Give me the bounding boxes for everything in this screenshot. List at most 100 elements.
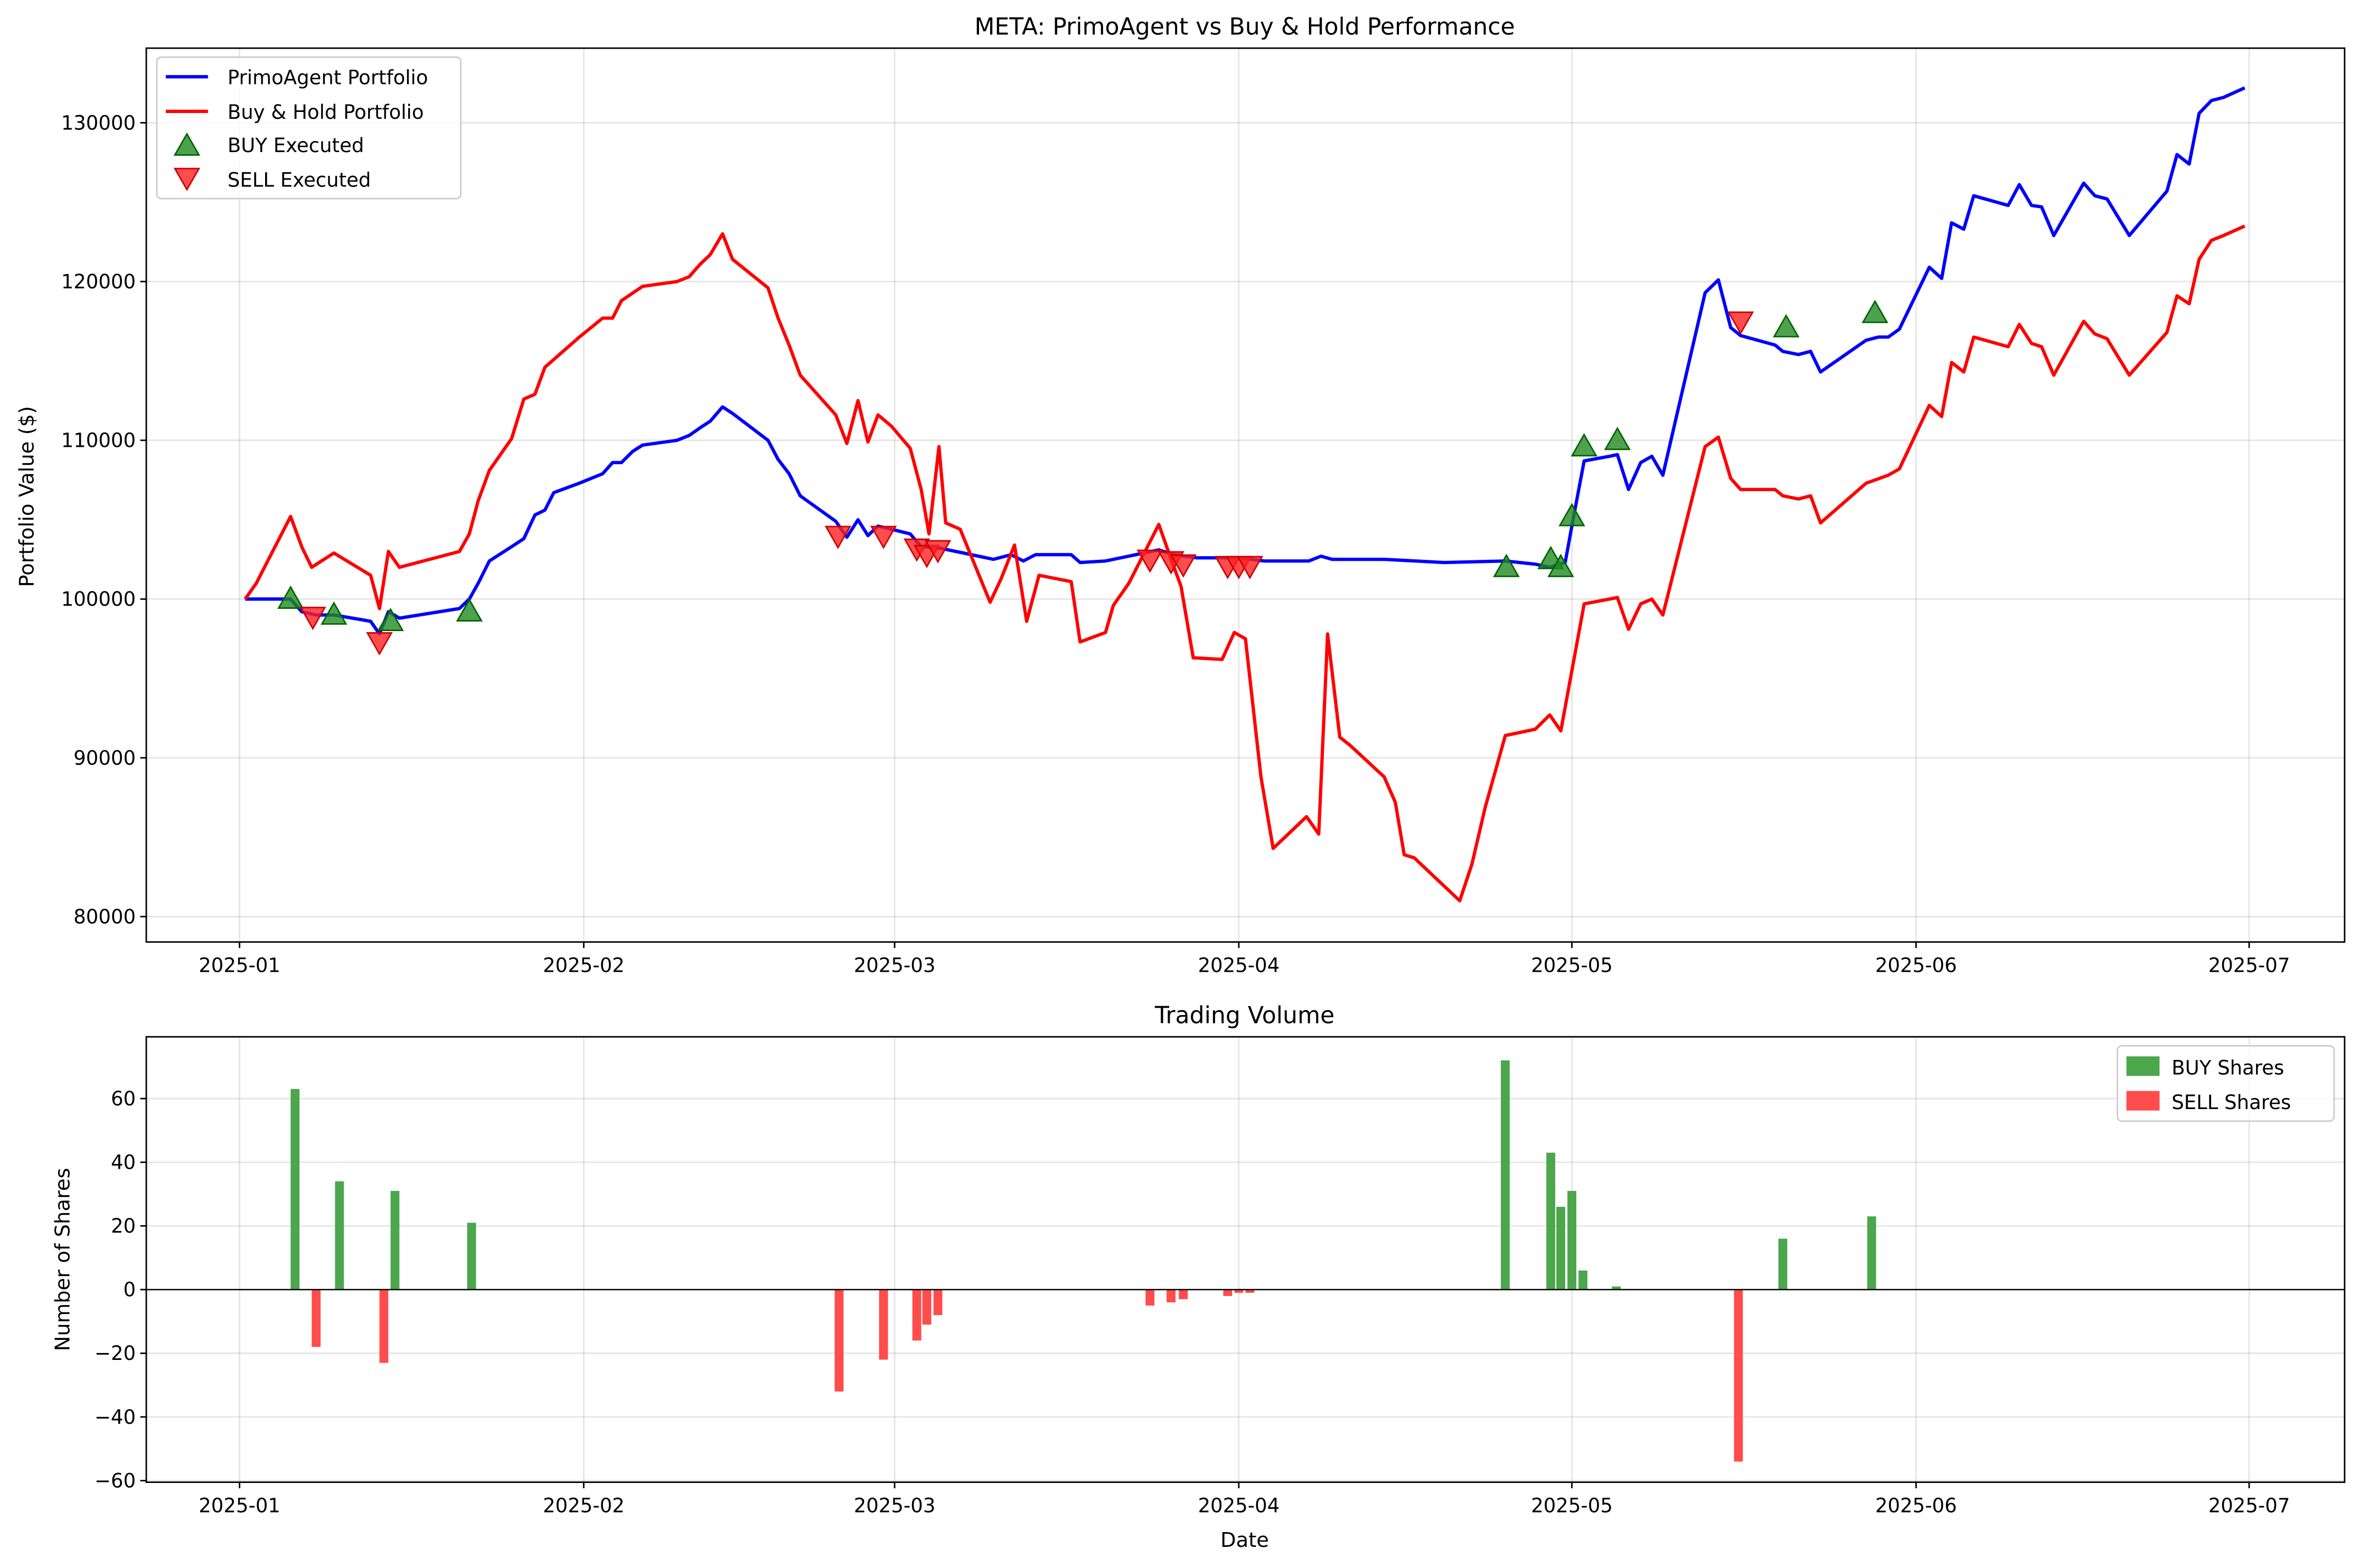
buy-shares-bar: [1778, 1238, 1788, 1290]
sell-shares-bar: [1179, 1289, 1188, 1299]
sell-executed-marker: [366, 632, 393, 656]
buy-executed-marker: [1558, 503, 1585, 527]
legend-primoagent-label: PrimoAgent Portfolio: [228, 67, 428, 89]
volume-title: Trading Volume: [1154, 1002, 1334, 1029]
x-tick-label: 2025-01: [199, 954, 280, 977]
y-tick-label: 40: [111, 1151, 136, 1174]
y-tick-label: −60: [95, 1469, 136, 1492]
y-tick-label: −40: [95, 1406, 136, 1429]
x-tick-label: 2025-07: [2208, 954, 2290, 977]
sell-shares-bar: [834, 1289, 844, 1392]
legend-sell-shares-swatch: [2126, 1091, 2160, 1111]
x-tick-label: 2025-05: [1531, 954, 1613, 977]
buy-shares-bar: [390, 1190, 400, 1290]
buy-executed-marker: [321, 601, 347, 625]
performance-grid: [146, 48, 2345, 942]
x-tick-label: 2025-02: [543, 1495, 625, 1517]
buy-shares-bar: [290, 1089, 300, 1290]
performance-ylabel: Portfolio Value ($): [15, 406, 39, 587]
sell-shares-bar: [1167, 1289, 1176, 1302]
sell-shares-bar: [1734, 1289, 1743, 1462]
y-tick-label: 110000: [61, 429, 136, 452]
volume-legend: BUY Shares SELL Shares: [2117, 1045, 2335, 1122]
x-tick-label: 2025-04: [1198, 1495, 1280, 1517]
buy-executed-marker: [1571, 433, 1597, 457]
y-tick-label: 90000: [73, 747, 136, 769]
sell-executed-marker: [1136, 549, 1163, 573]
legend-buy-marker-icon: [173, 132, 201, 156]
volume-xlabel: Date: [1220, 1528, 1269, 1552]
legend-buy-label: BUY Executed: [228, 134, 364, 157]
buy-shares-bar: [1578, 1270, 1588, 1290]
sell-shares-bar: [1145, 1289, 1155, 1306]
performance-ticks: 2025-01 2025-02 2025-03 2025-04 2025-05 2025-…: [61, 111, 2290, 977]
buy-executed-marker: [1861, 299, 1888, 323]
y-tick-label: 130000: [61, 111, 136, 134]
y-tick-label: −20: [95, 1342, 136, 1365]
buy-shares-bar: [335, 1181, 344, 1290]
buy-executed-marker: [1493, 553, 1520, 577]
legend-frame: [2117, 1045, 2335, 1122]
buy-shares-bar: [1867, 1216, 1876, 1290]
performance-plot-area: [243, 86, 2245, 903]
volume-axes-frame: [145, 1036, 2346, 1484]
sell-executed-marker: [1727, 311, 1754, 335]
volume-ticks: 2025-01 2025-02 2025-03 2025-04 2025-05 2025-…: [95, 1087, 2290, 1517]
volume-ylabel: Number of Shares: [51, 1168, 75, 1351]
sell-executed-marker: [824, 525, 852, 549]
y-tick-label: 60: [111, 1087, 136, 1110]
sell-shares-bar: [879, 1289, 888, 1360]
sell-executed-marker: [924, 540, 952, 564]
buy-executed-marker: [1604, 427, 1631, 450]
sell-shares-bar: [1245, 1289, 1255, 1293]
sell-executed-marker: [1236, 556, 1264, 579]
x-tick-label: 2025-03: [854, 954, 936, 977]
buy-executed-marker: [377, 607, 404, 631]
x-tick-label: 2025-03: [854, 1495, 936, 1517]
performance-axes-frame: [145, 47, 2346, 943]
sell-executed-marker: [1170, 554, 1197, 578]
x-tick-label: 2025-07: [2208, 1495, 2290, 1517]
sell-executed-marker: [299, 606, 326, 631]
legend-sell-shares-label: SELL Shares: [2171, 1091, 2291, 1114]
legend-sell-label: SELL Executed: [228, 168, 371, 191]
buy-shares-bar: [1567, 1190, 1576, 1290]
legend-sell-marker-icon: [173, 167, 201, 191]
performance-axes: 2025-01 2025-02 2025-03 2025-04 2025-05 2025-…: [15, 14, 2346, 977]
buy-shares-bar: [1556, 1207, 1565, 1290]
legend-buy-shares-label: BUY Shares: [2171, 1056, 2284, 1079]
buy-shares-bar: [467, 1223, 476, 1290]
performance-title: META: PrimoAgent vs Buy & Hold Performan…: [974, 14, 1515, 41]
volume-axes: 2025-01 2025-02 2025-03 2025-04 2025-05 2025-…: [51, 1002, 2346, 1552]
buy-executed-marker: [277, 585, 304, 609]
buy-executed-marker: [1773, 314, 1800, 337]
legend-frame: [156, 56, 462, 200]
x-tick-label: 2025-06: [1875, 1495, 1957, 1517]
volume-plot-area: [146, 1060, 2345, 1462]
y-tick-label: 20: [111, 1215, 136, 1237]
buy-shares-bar: [1546, 1152, 1556, 1290]
buy-executed-marker: [456, 598, 483, 622]
x-tick-label: 2025-06: [1875, 954, 1957, 977]
sell-shares-bar: [379, 1289, 389, 1363]
sell-shares-bar: [912, 1289, 922, 1341]
buy-shares-bar: [1612, 1286, 1621, 1290]
sell-shares-bar: [1223, 1289, 1233, 1296]
sell-shares-bar: [1234, 1289, 1244, 1293]
buy-shares-bar: [1501, 1060, 1510, 1290]
y-tick-label: 100000: [61, 588, 136, 611]
performance-legend: PrimoAgent Portfolio Buy & Hold Portfoli…: [156, 56, 462, 200]
x-tick-label: 2025-05: [1531, 1495, 1613, 1517]
buy-executed-marker: [1547, 553, 1574, 577]
y-tick-label: 80000: [73, 905, 136, 928]
y-tick-label: 120000: [61, 270, 136, 293]
sell-shares-bar: [922, 1289, 932, 1325]
y-tick-label: 0: [124, 1279, 136, 1301]
legend-buyhold-label: Buy & Hold Portfolio: [228, 101, 424, 124]
x-tick-label: 2025-04: [1198, 954, 1280, 977]
buy-hold-portfolio-line: [243, 224, 2245, 903]
sell-shares-bar: [312, 1289, 321, 1347]
x-tick-label: 2025-02: [543, 954, 625, 977]
